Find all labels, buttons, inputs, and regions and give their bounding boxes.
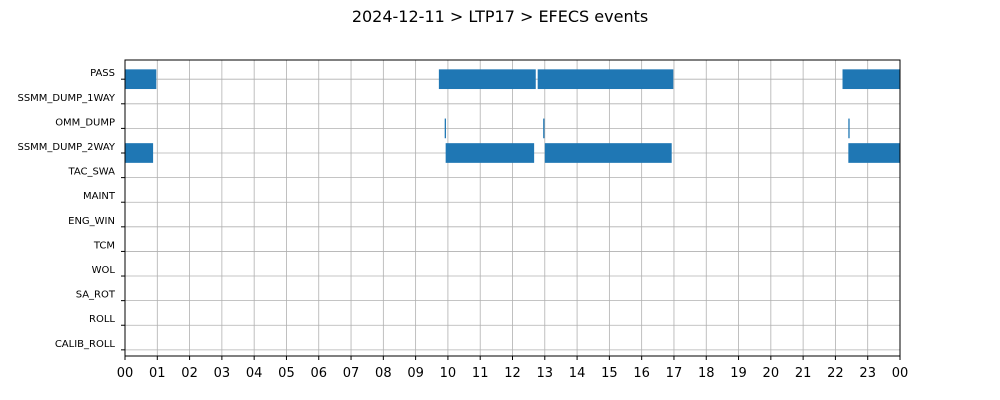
x-tick-label: 02 bbox=[181, 366, 198, 381]
x-tick-label: 03 bbox=[214, 366, 231, 381]
event-bar-ssmm-dump-2way bbox=[125, 143, 154, 163]
x-tick-label: 01 bbox=[149, 366, 166, 381]
y-tick-label: TAC_SWA bbox=[67, 167, 115, 178]
event-bars bbox=[125, 69, 900, 163]
event-bar-pass bbox=[125, 69, 157, 90]
x-tick-label: 22 bbox=[827, 366, 844, 381]
event-bar-omm-dump bbox=[543, 118, 545, 139]
x-tick-label: 17 bbox=[666, 366, 683, 381]
event-bar-ssmm-dump-2way bbox=[445, 143, 535, 163]
x-tick-label: 00 bbox=[892, 366, 909, 381]
y-tick-label: CALIB_ROLL bbox=[55, 339, 116, 350]
y-tick-label: SSMM_DUMP_1WAY bbox=[17, 93, 115, 104]
x-tick-label: 18 bbox=[698, 366, 715, 381]
x-tick-label: 15 bbox=[601, 366, 618, 381]
x-tick-label: 20 bbox=[763, 366, 780, 381]
x-tick-label: 19 bbox=[730, 366, 747, 381]
y-tick-label: TCM bbox=[93, 240, 115, 251]
y-axis-ticks: PASS SSMM_DUMP_1WAY OMM_DUMP SSMM_DUMP_2WAY… bbox=[17, 68, 125, 351]
x-axis-ticks: 00 01 02 03 04 05 06 07 08 09 10 11 12 13 14 15 16 17 18 19… bbox=[117, 356, 909, 381]
y-tick-label: ROLL bbox=[89, 314, 115, 325]
x-tick-label: 11 bbox=[472, 366, 489, 381]
event-bar-omm-dump bbox=[444, 118, 446, 139]
x-tick-label: 16 bbox=[633, 366, 650, 381]
y-tick-label: MAINT bbox=[83, 191, 116, 202]
x-tick-label: 06 bbox=[310, 366, 327, 381]
y-tick-label: ENG_WIN bbox=[68, 216, 115, 227]
x-tick-label: 09 bbox=[407, 366, 424, 381]
x-tick-label: 07 bbox=[343, 366, 360, 381]
y-tick-label: SA_ROT bbox=[76, 290, 116, 301]
y-tick-label: OMM_DUMP bbox=[55, 117, 115, 128]
event-bar-omm-dump bbox=[848, 118, 850, 139]
x-tick-label: 10 bbox=[440, 366, 457, 381]
grid-lines bbox=[124, 60, 901, 356]
x-tick-label: 12 bbox=[504, 366, 521, 381]
y-tick-label: WOL bbox=[92, 265, 116, 276]
event-bar-pass bbox=[537, 69, 674, 90]
x-tick-label: 00 bbox=[117, 366, 134, 381]
x-tick-label: 05 bbox=[278, 366, 295, 381]
event-bar-ssmm-dump-2way bbox=[848, 143, 900, 163]
event-bar-ssmm-dump-2way bbox=[544, 143, 672, 163]
event-bar-pass bbox=[842, 69, 900, 90]
y-tick-label: PASS bbox=[90, 68, 115, 79]
y-tick-label: SSMM_DUMP_2WAY bbox=[17, 142, 115, 153]
chart-title: 2024-12-11 > LTP17 > EFECS events bbox=[352, 7, 648, 26]
x-tick-label: 04 bbox=[246, 366, 263, 381]
x-tick-label: 13 bbox=[537, 366, 554, 381]
event-bar-pass bbox=[438, 69, 536, 90]
x-tick-label: 08 bbox=[375, 366, 392, 381]
x-tick-label: 21 bbox=[795, 366, 812, 381]
x-tick-label: 23 bbox=[859, 366, 876, 381]
x-tick-label: 14 bbox=[569, 366, 586, 381]
